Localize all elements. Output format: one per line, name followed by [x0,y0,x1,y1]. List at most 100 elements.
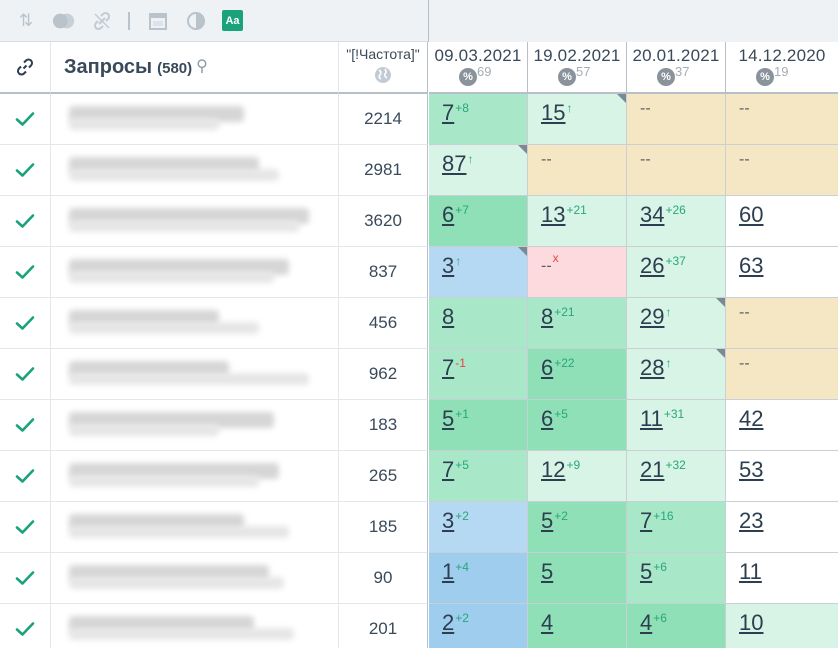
query-cell[interactable] [51,451,339,502]
position-cell[interactable]: 15↑ [528,94,627,145]
query-cell[interactable] [51,94,339,145]
queries-column-header[interactable]: Запросы (580) ⚲ [51,42,339,94]
position-value[interactable]: 15 [541,100,566,125]
position-value[interactable]: 10 [739,610,764,635]
row-checkbox[interactable] [0,247,51,298]
position-value[interactable]: 42 [739,406,764,431]
query-cell[interactable] [51,553,339,604]
row-checkbox[interactable] [0,145,51,196]
row-checkbox[interactable] [0,553,51,604]
position-cell[interactable]: 11 [726,553,838,604]
position-value[interactable]: 7 [442,100,455,125]
position-cell[interactable]: -- [627,94,726,145]
date-column-header[interactable]: 09.03.2021% 69 [429,42,528,94]
position-cell[interactable]: 34+26 [627,196,726,247]
row-checkbox[interactable] [0,298,51,349]
position-value[interactable]: 7 [442,355,455,380]
position-cell[interactable]: 13+21 [528,196,627,247]
row-checkbox[interactable] [0,196,51,247]
position-cell[interactable]: 6+7 [429,196,528,247]
query-cell[interactable] [51,349,339,400]
position-value[interactable]: 28 [640,355,665,380]
position-cell[interactable]: -- [726,298,838,349]
position-value[interactable]: 5 [541,508,554,533]
position-cell[interactable]: --x [528,247,627,298]
position-value[interactable]: 1 [442,559,455,584]
search-icon[interactable]: ⚲ [196,55,208,75]
position-cell[interactable]: 11+31 [627,400,726,451]
position-value[interactable]: 3 [442,508,455,533]
position-cell[interactable]: 2+2 [429,604,528,648]
position-value[interactable]: 29 [640,304,665,329]
position-value[interactable]: 4 [541,610,554,635]
position-value[interactable]: 53 [739,457,764,482]
query-cell[interactable] [51,247,339,298]
sort-icon[interactable]: ⇅ [18,10,34,31]
position-cell[interactable]: 60 [726,196,838,247]
position-cell[interactable]: 3↑ [429,247,528,298]
position-cell[interactable]: 5+1 [429,400,528,451]
position-cell[interactable]: 6+22 [528,349,627,400]
position-cell[interactable]: 5 [528,553,627,604]
position-cell[interactable]: 53 [726,451,838,502]
row-checkbox[interactable] [0,349,51,400]
position-value[interactable]: 11 [640,406,663,431]
position-value[interactable]: 4 [640,610,653,635]
position-cell[interactable]: 7-1 [429,349,528,400]
position-cell[interactable]: 1+4 [429,553,528,604]
position-cell[interactable]: 87↑ [429,145,528,196]
query-cell[interactable] [51,502,339,553]
position-value[interactable]: 5 [541,559,554,584]
position-value[interactable]: 63 [739,253,764,278]
position-cell[interactable]: 63 [726,247,838,298]
row-checkbox[interactable] [0,604,51,648]
position-cell[interactable]: 10 [726,604,838,648]
position-value[interactable]: 34 [640,202,665,227]
position-cell[interactable]: 28↑ [627,349,726,400]
position-value[interactable]: 60 [739,202,764,227]
position-value[interactable]: 6 [541,355,554,380]
position-cell[interactable]: 4+6 [627,604,726,648]
position-value[interactable]: 13 [541,202,566,227]
query-cell[interactable] [51,604,339,648]
row-checkbox[interactable] [0,400,51,451]
toggle-icon[interactable] [52,9,76,33]
position-value[interactable]: 5 [442,406,455,431]
position-cell[interactable]: -- [726,94,838,145]
position-cell[interactable]: 5+2 [528,502,627,553]
position-cell[interactable]: 7+5 [429,451,528,502]
link-column-header[interactable] [0,42,51,94]
query-cell[interactable] [51,196,339,247]
position-cell[interactable]: 29↑ [627,298,726,349]
row-checkbox[interactable] [0,451,51,502]
row-checkbox[interactable] [0,502,51,553]
font-icon[interactable]: Aa [222,10,243,31]
position-value[interactable]: 7 [442,457,455,482]
position-value[interactable]: 23 [739,508,764,533]
date-column-header[interactable]: 19.02.2021% 57 [528,42,627,94]
position-value[interactable]: 26 [640,253,665,278]
query-cell[interactable] [51,298,339,349]
position-value[interactable]: 21 [640,457,665,482]
position-value[interactable]: 87 [442,151,467,176]
date-column-header[interactable]: 20.01.2021% 37 [627,42,726,94]
position-cell[interactable]: 3+2 [429,502,528,553]
position-value[interactable]: 12 [541,457,566,482]
contrast-icon[interactable] [184,9,208,33]
position-cell[interactable]: 5+6 [627,553,726,604]
position-value[interactable]: 5 [640,559,653,584]
position-cell[interactable]: 26+37 [627,247,726,298]
position-value[interactable]: 11 [739,559,762,584]
calendar-icon[interactable] [146,9,170,33]
position-cell[interactable]: 4 [528,604,627,648]
position-cell[interactable]: 8 [429,298,528,349]
query-cell[interactable] [51,145,339,196]
position-value[interactable]: 8 [541,304,554,329]
position-cell[interactable]: 23 [726,502,838,553]
position-cell[interactable]: 42 [726,400,838,451]
globe-icon[interactable] [374,66,392,84]
position-cell[interactable]: -- [528,145,627,196]
frequency-column-header[interactable]: "[!Частота]" [339,42,428,94]
position-value[interactable]: 3 [442,253,455,278]
position-cell[interactable]: -- [726,349,838,400]
